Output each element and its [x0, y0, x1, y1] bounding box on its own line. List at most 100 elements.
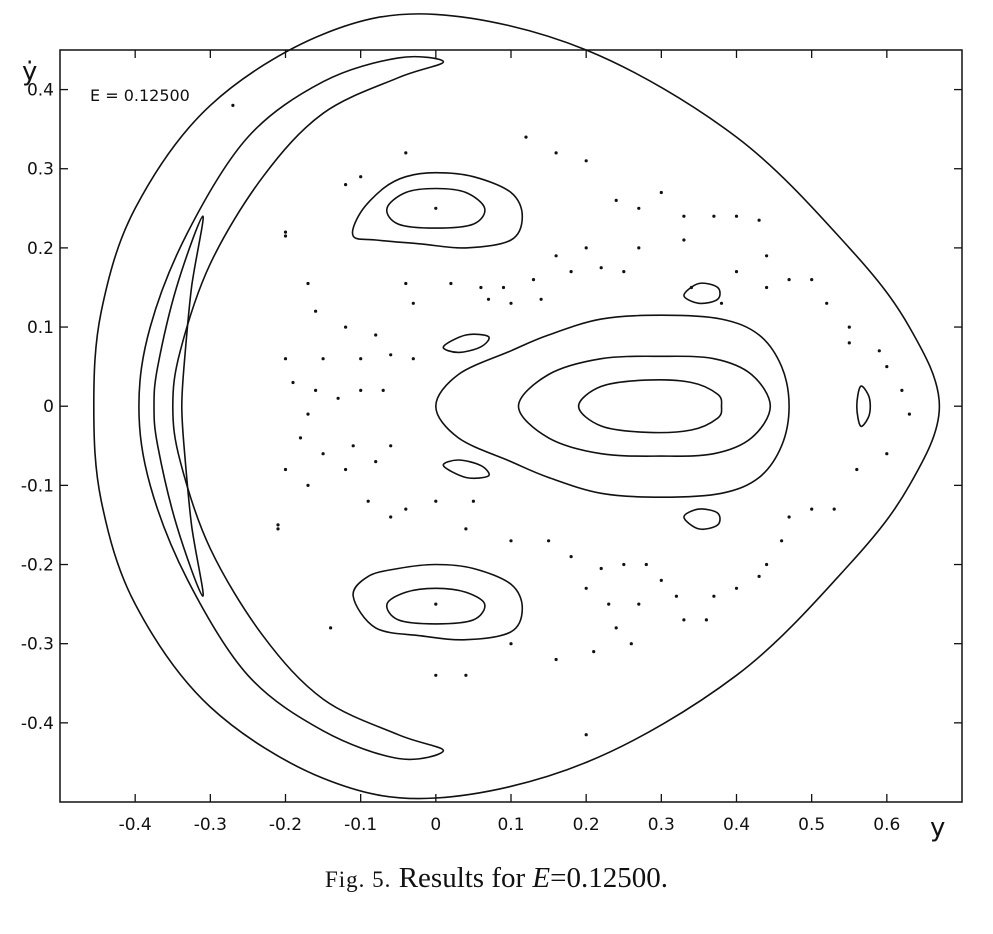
scatter-point — [877, 349, 881, 353]
scatter-point — [381, 388, 385, 392]
y-tick-label: -0.4 — [21, 714, 54, 734]
scatter-point — [321, 357, 325, 361]
scatter-point — [344, 325, 348, 329]
x-tick-label: 0.2 — [573, 815, 600, 835]
scatter-point — [539, 297, 543, 301]
x-tick-label: -0.3 — [194, 815, 227, 835]
trajectory-curve-0 — [92, 13, 941, 800]
scatter-point — [682, 618, 686, 622]
scatter-point — [359, 175, 363, 179]
y-tick-label: -0.1 — [21, 476, 54, 496]
scatter-point — [810, 507, 814, 511]
scatter-point — [614, 626, 618, 630]
x-tick-label: 0 — [430, 815, 441, 835]
scatter-point — [659, 578, 663, 583]
scatter-point — [404, 507, 408, 511]
scatter-point — [276, 523, 280, 527]
scatter-point — [366, 499, 370, 503]
trajectory-curve-1 — [138, 55, 445, 761]
scatter-point — [765, 254, 769, 258]
scatter-point — [321, 452, 325, 456]
scatter-point — [810, 278, 814, 282]
scatter-point — [509, 539, 513, 543]
scatter-point — [389, 353, 393, 357]
scatter-point — [434, 602, 438, 606]
trajectory-curve-9 — [577, 379, 723, 434]
scatter-point — [757, 574, 761, 579]
scatter-point — [584, 159, 588, 163]
scatter-point — [734, 586, 739, 590]
trajectory-curve-5 — [352, 563, 524, 641]
scatter-point — [569, 270, 573, 274]
scatter-point — [689, 285, 694, 290]
scatter-point — [434, 499, 438, 503]
trajectory-curve-12 — [683, 282, 721, 305]
scatter-point — [682, 238, 686, 242]
scatter-point — [825, 301, 829, 305]
scatter-point — [336, 396, 340, 400]
trajectory-curve-4 — [385, 187, 486, 229]
scatter-point — [306, 412, 310, 416]
scatter-point — [659, 190, 663, 195]
scatter-point — [501, 285, 506, 290]
scatter-point — [276, 527, 280, 531]
trajectory-curve-6 — [385, 587, 486, 625]
scatter-point — [231, 103, 235, 107]
y-tick-label: 0 — [43, 397, 54, 417]
x-tick-label: 0.1 — [497, 815, 524, 835]
scatter-point — [351, 444, 355, 448]
scatter-point — [314, 388, 318, 392]
scatter-point — [547, 539, 551, 543]
scatter-point — [900, 388, 904, 392]
scatter-point — [524, 135, 528, 139]
y-tick-label: 0.2 — [27, 239, 54, 259]
scatter-point — [283, 357, 288, 361]
x-axis-ticks: -0.4 -0.3 -0.2 -0.1 0 0.1 0.2 0.3 0.4 0.5 0.6 — [119, 50, 900, 835]
caption-value: =0.12500. — [550, 862, 668, 894]
scatter-point — [607, 602, 611, 606]
scatter-point — [584, 586, 588, 590]
scatter-point — [734, 270, 739, 274]
scatter-point — [599, 566, 603, 571]
scatter-point — [306, 483, 310, 487]
scatter-point — [411, 301, 415, 305]
scatter-point — [765, 562, 769, 567]
scatter-point — [885, 452, 889, 456]
scatter-point — [404, 151, 408, 155]
scatter-point — [734, 214, 739, 218]
x-tick-label: 0.3 — [648, 815, 675, 835]
scatter-point — [847, 325, 851, 329]
trajectory-curve-3 — [351, 171, 524, 249]
scatter-point — [471, 499, 475, 503]
y-tick-label: 0.1 — [27, 318, 54, 338]
scatter-point — [780, 539, 784, 543]
y-axis-ticks: -0.4 -0.3 -0.2 -0.1 0 0.1 0.2 0.3 0.4 — [21, 81, 962, 734]
scatter-point — [637, 602, 641, 606]
scatter-point — [359, 388, 363, 392]
scatter-point — [314, 309, 318, 313]
scatter-point — [855, 467, 859, 472]
scatter-point — [674, 594, 679, 598]
x-tick-label: -0.1 — [344, 815, 377, 835]
trajectory-curve-14 — [855, 385, 872, 428]
caption-variable: E — [532, 862, 551, 894]
scatter-point — [765, 285, 769, 290]
trajectory-curves — [92, 13, 941, 800]
scatter-point — [434, 206, 438, 210]
x-axis-label: y — [930, 813, 945, 843]
scatter-point — [374, 333, 378, 337]
scatter-point — [479, 285, 483, 290]
trajectory-curve-2 — [153, 215, 204, 598]
scatter-point — [712, 214, 716, 218]
trajectory-curve-10 — [442, 333, 490, 354]
scatter-point — [712, 594, 716, 598]
scatter-point — [531, 278, 536, 282]
caption-text: Results for — [398, 862, 526, 894]
x-tick-label: 0.6 — [873, 815, 900, 835]
scatter-point — [509, 301, 513, 305]
scatter-point — [907, 412, 912, 416]
scatter-point — [787, 278, 791, 282]
scatter-point — [291, 380, 295, 385]
scatter-point — [584, 246, 588, 250]
x-tick-label: 0.4 — [723, 815, 750, 835]
